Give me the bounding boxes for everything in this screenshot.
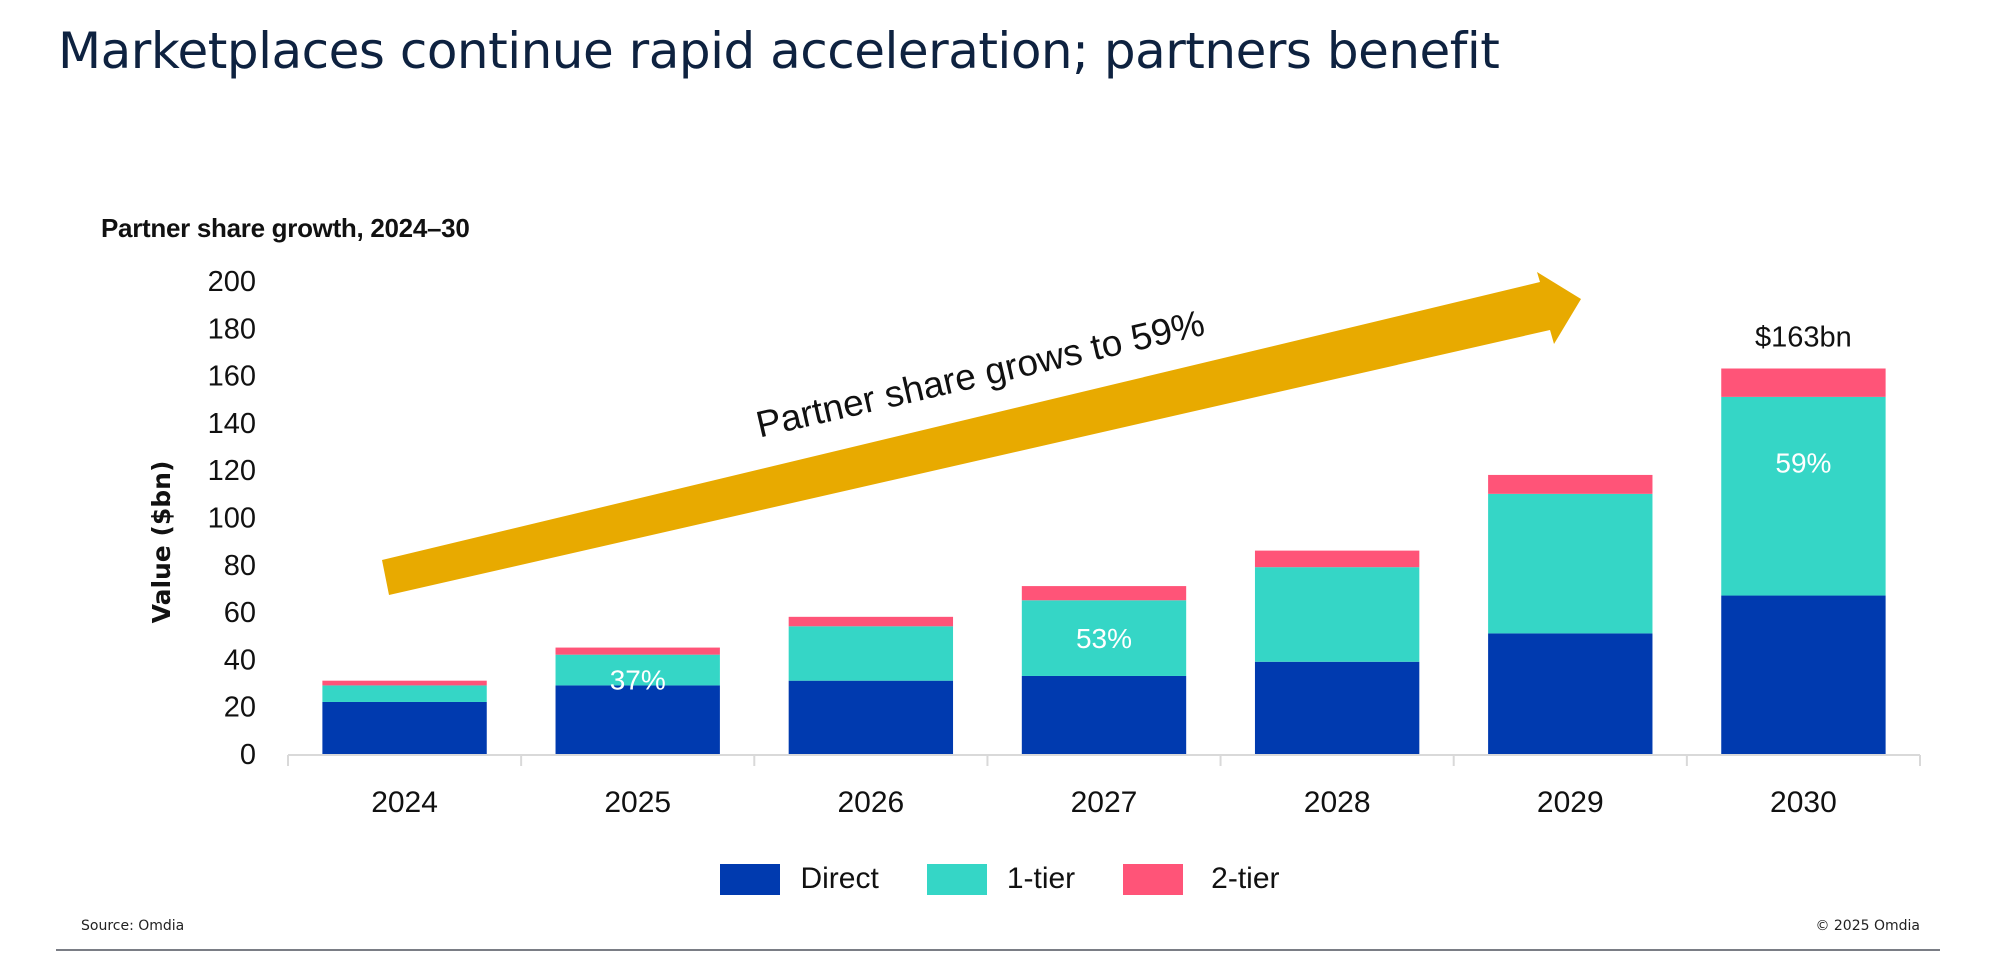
y-tick-label: 20	[224, 692, 256, 724]
share-label-2025: 37%	[610, 664, 666, 695]
bar-1-tier-2028	[1254, 567, 1420, 662]
bar-1-tier-2029	[1488, 493, 1653, 634]
bar-1-tier-2024	[322, 685, 487, 702]
y-tick-label: 180	[208, 313, 256, 345]
bar-1-tier-2027	[1021, 600, 1187, 676]
y-tick-label: 200	[208, 266, 256, 298]
bar-direct-2026	[788, 680, 954, 754]
bar-1-tier-2026	[788, 626, 954, 681]
y-tick-label: 160	[208, 361, 256, 393]
legend-item-direct: Direct	[720, 862, 879, 896]
legend-label-1-tier: 1-tier	[1006, 862, 1076, 895]
x-tick-label: 2029	[1537, 786, 1604, 819]
share-label-2030: 59%	[1775, 447, 1831, 478]
legend-swatch-1-tier	[926, 863, 987, 895]
x-axis: 2024 2025 2026 2027 2028 2029 2030	[287, 754, 1921, 819]
bar-direct-2029	[1488, 633, 1653, 754]
y-tick-label: 140	[208, 408, 256, 440]
legend: Direct 1-tier 2-tier	[0, 862, 2000, 896]
source-note: Source: Omdia	[81, 918, 185, 934]
y-tick-label: 0	[240, 739, 256, 771]
bar-2-tier-2027	[1021, 586, 1187, 601]
bar-direct-2024	[322, 701, 487, 754]
share-label-2027: 53%	[1076, 623, 1132, 654]
legend-item-2-tier: 2-tier	[1123, 862, 1280, 896]
legend-label-direct: Direct	[800, 862, 879, 895]
y-axis-ticks: 0 20 40 60 80 100 120 140 160 180 200	[208, 266, 256, 771]
y-tick-label: 80	[224, 550, 256, 582]
x-tick-label: 2024	[371, 786, 438, 819]
bar-labels: 37% 53% 59% $163bn	[610, 322, 1852, 696]
x-tick-label: 2030	[1770, 786, 1837, 819]
x-tick-label: 2026	[837, 786, 904, 819]
bar-2-tier-2030	[1721, 368, 1886, 397]
legend-label-2-tier: 2-tier	[1211, 862, 1280, 895]
bar-direct-2025	[555, 685, 720, 754]
y-tick-label: 60	[224, 597, 256, 629]
slide-title: Marketplaces continue rapid acceleration…	[58, 22, 1500, 80]
bar-direct-2028	[1254, 661, 1420, 754]
y-tick-label: 120	[208, 455, 256, 487]
x-tick-label: 2027	[1071, 786, 1138, 819]
total-label-2030: $163bn	[1755, 322, 1852, 354]
bar-2-tier-2028	[1254, 550, 1420, 568]
bar-1-tier-2030	[1721, 396, 1886, 596]
legend-swatch-direct	[720, 863, 781, 895]
bar-2-tier-2025	[555, 647, 720, 655]
bar-2-tier-2029	[1488, 474, 1653, 494]
trend-arrow-shape	[382, 272, 1581, 595]
bar-1-tier-2025	[555, 654, 720, 686]
y-axis-title: Value ($bn)	[147, 461, 176, 624]
legend-item-1-tier: 1-tier	[926, 862, 1076, 896]
x-tick-label: 2025	[604, 786, 671, 819]
bar-2-tier-2026	[788, 616, 954, 627]
footer-divider	[56, 949, 1940, 951]
chart-title: Partner share growth, 2024–30	[101, 213, 470, 243]
bar-direct-2030	[1721, 595, 1886, 754]
bars	[322, 368, 1886, 754]
bar-2-tier-2024	[322, 680, 487, 686]
legend-swatch-2-tier	[1123, 863, 1184, 895]
copyright-note: © 2025 Omdia	[1815, 918, 1920, 934]
bar-direct-2027	[1021, 675, 1187, 754]
y-tick-label: 100	[208, 503, 256, 535]
x-tick-label: 2028	[1304, 786, 1371, 819]
y-tick-label: 40	[224, 644, 256, 676]
trend-arrow: Partner share grows to 59%	[382, 272, 1581, 595]
